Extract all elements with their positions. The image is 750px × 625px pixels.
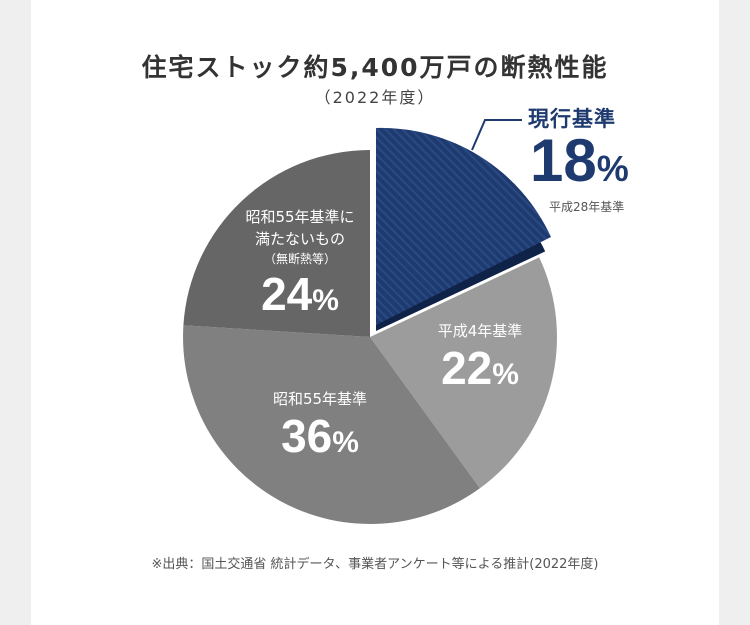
showa55-percent: 36%	[281, 410, 359, 462]
showa55-label: 昭和55年基準 36%	[245, 388, 395, 469]
current-percent: 18%	[530, 127, 629, 194]
slice-heisei4	[370, 257, 557, 489]
current-sublabel: 平成28年基準	[549, 200, 625, 214]
heisei4-percent: 22%	[441, 342, 519, 394]
slice-showa55	[183, 325, 480, 524]
slice-current	[376, 127, 551, 325]
chart-subtitle: （2022年度）	[314, 88, 436, 107]
chart-title: 住宅ストック約5,400万戸の断熱性能	[141, 53, 609, 82]
heisei4-label: 平成4年基準 22%	[420, 320, 540, 401]
below-showa55-percent: 24%	[261, 268, 339, 320]
slice-below-showa55	[183, 150, 370, 337]
current-leader-line	[471, 119, 522, 151]
current-label: 現行基準	[528, 107, 616, 131]
source-note: ※出典：国土交通省 統計データ、事業者アンケート等による推計(2022年度)	[151, 557, 599, 572]
below-showa55-label: 昭和55年基準に 満たないもの （無断熱等） 24%	[225, 206, 375, 327]
